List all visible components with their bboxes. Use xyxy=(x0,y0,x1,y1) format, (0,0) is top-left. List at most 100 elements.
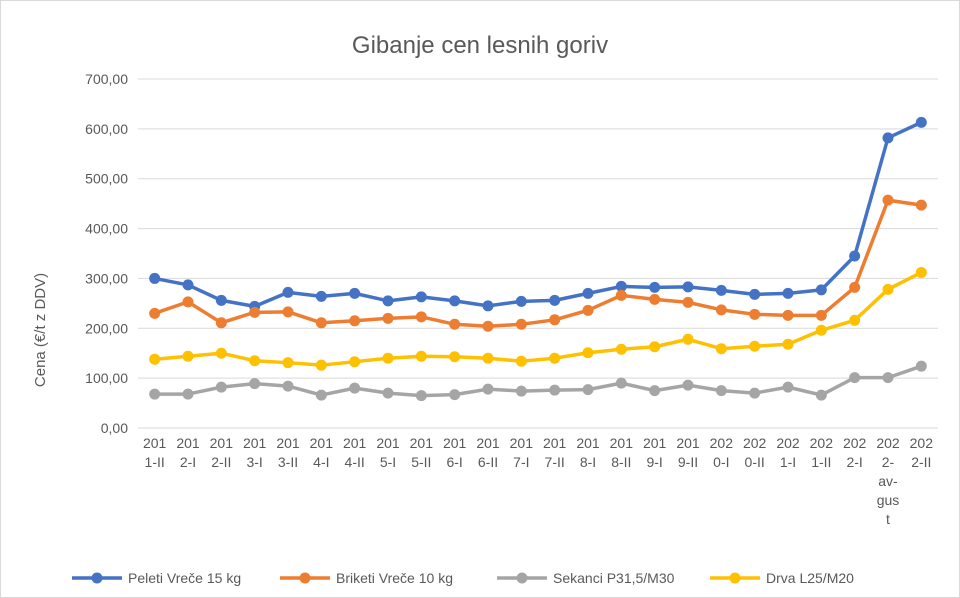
data-point xyxy=(782,309,794,321)
data-point xyxy=(915,360,927,372)
data-point xyxy=(815,284,827,296)
data-point xyxy=(215,381,227,393)
x-tick-label: 202 0-II xyxy=(743,435,767,470)
data-point xyxy=(749,387,761,399)
y-tick-label: 400,00 xyxy=(85,221,128,237)
x-tick-label: 201 3-I xyxy=(243,435,267,470)
data-point xyxy=(482,352,494,364)
x-tick-label: 201 4-I xyxy=(310,435,334,470)
data-point xyxy=(449,295,461,307)
data-point xyxy=(349,315,361,327)
data-point xyxy=(515,355,527,367)
legend-marker xyxy=(299,572,311,584)
legend-label: Sekanci P31,5/M30 xyxy=(553,570,675,586)
data-point xyxy=(315,359,327,371)
data-point xyxy=(149,388,161,400)
data-point xyxy=(182,296,194,308)
data-point xyxy=(749,340,761,352)
series-line xyxy=(154,270,923,367)
data-point xyxy=(649,293,661,305)
data-point xyxy=(349,287,361,299)
data-point xyxy=(682,379,694,391)
y-tick-label: 0,00 xyxy=(101,420,128,436)
data-point xyxy=(249,378,261,390)
data-point xyxy=(882,194,894,206)
series-sekanci-p31-5-m30 xyxy=(149,360,927,402)
data-point xyxy=(749,288,761,300)
data-point xyxy=(582,347,594,359)
x-tick-label: 201 6-II xyxy=(476,435,500,470)
data-point xyxy=(615,289,627,301)
x-tick-label: 202 2-I xyxy=(843,435,867,470)
data-point xyxy=(482,300,494,312)
data-point xyxy=(515,295,527,307)
legend-item: Sekanci P31,5/M30 xyxy=(497,570,675,586)
data-point xyxy=(482,383,494,395)
data-point xyxy=(882,372,894,384)
data-point xyxy=(915,116,927,128)
data-point xyxy=(549,384,561,396)
data-point xyxy=(749,308,761,320)
y-axis-label: Cena (€/t z DDV) xyxy=(32,273,49,387)
x-tick-label: 202 1-I xyxy=(776,435,800,470)
data-point xyxy=(249,306,261,318)
data-point xyxy=(382,312,394,324)
data-point xyxy=(715,304,727,316)
x-tick-label: 201 5-I xyxy=(376,435,400,470)
y-tick-label: 200,00 xyxy=(85,320,128,336)
y-tick-label: 100,00 xyxy=(85,370,128,386)
x-tick-label: 201 6-I xyxy=(443,435,467,470)
data-point xyxy=(415,311,427,323)
data-point xyxy=(682,296,694,308)
legend-marker xyxy=(516,572,528,584)
data-point xyxy=(215,347,227,359)
data-point xyxy=(149,307,161,319)
data-point xyxy=(782,287,794,299)
x-tick-label: 201 5-II xyxy=(410,435,434,470)
data-point xyxy=(182,279,194,291)
data-point xyxy=(615,377,627,389)
x-tick-label: 201 2-I xyxy=(176,435,200,470)
data-point xyxy=(482,320,494,332)
x-tick-label: 201 7-II xyxy=(543,435,567,470)
data-point xyxy=(182,388,194,400)
data-point xyxy=(449,389,461,401)
data-point xyxy=(849,250,861,262)
data-point xyxy=(582,304,594,316)
data-point xyxy=(349,382,361,394)
x-tick-label: 202 2-II xyxy=(910,435,934,470)
data-point xyxy=(515,318,527,330)
y-tick-label: 600,00 xyxy=(85,121,128,137)
data-point xyxy=(582,384,594,396)
data-point xyxy=(182,350,194,362)
data-point xyxy=(715,343,727,355)
data-point xyxy=(649,341,661,353)
data-point xyxy=(449,351,461,363)
data-point xyxy=(149,353,161,365)
legend-label: Drva L25/M20 xyxy=(766,570,854,586)
y-tick-label: 700,00 xyxy=(85,71,128,87)
series-line xyxy=(154,120,923,309)
legend-item: Peleti Vreče 15 kg xyxy=(72,570,241,586)
data-point xyxy=(415,350,427,362)
data-point xyxy=(849,372,861,384)
data-point xyxy=(282,357,294,369)
x-tick-label: 202 2-av-gus t xyxy=(876,435,900,527)
data-point xyxy=(282,286,294,298)
x-tick-label: 201 9-I xyxy=(643,435,667,470)
data-point xyxy=(382,352,394,364)
data-point xyxy=(515,385,527,397)
data-point xyxy=(315,389,327,401)
data-point xyxy=(915,266,927,278)
data-point xyxy=(149,272,161,284)
legend-item: Drva L25/M20 xyxy=(710,570,854,586)
y-tick-label: 500,00 xyxy=(85,171,128,187)
data-point xyxy=(582,287,594,299)
data-point xyxy=(415,291,427,303)
series-line xyxy=(154,364,922,398)
data-point xyxy=(315,290,327,302)
data-point xyxy=(382,295,394,307)
data-point xyxy=(782,381,794,393)
x-tick-label: 201 3-II xyxy=(276,435,300,470)
